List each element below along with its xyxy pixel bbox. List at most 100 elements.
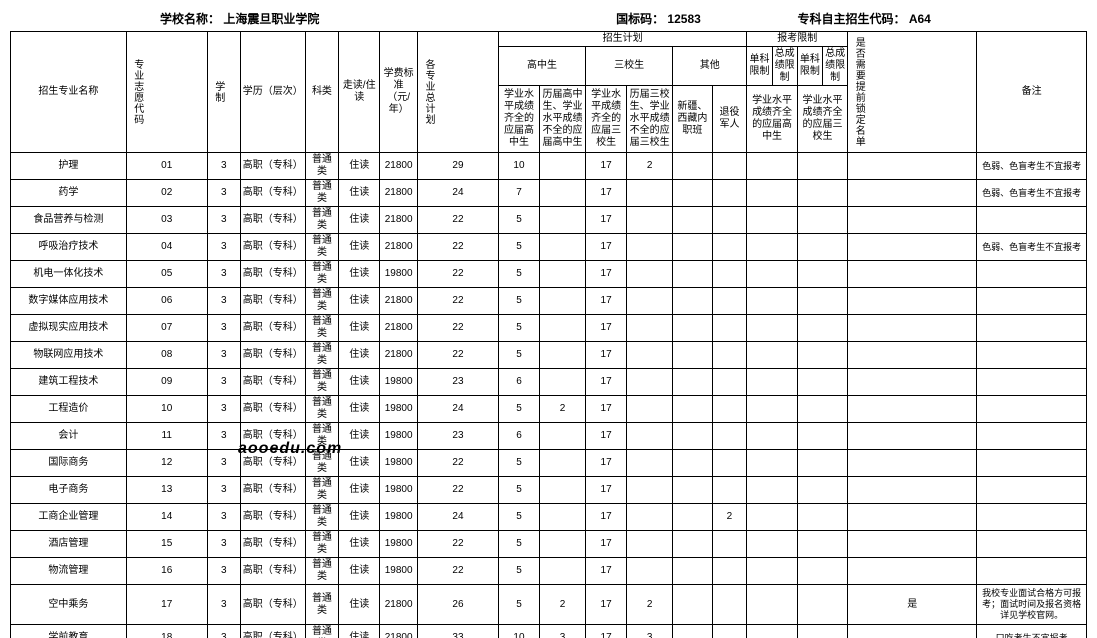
table-row: 学前教育183高职（专科）普通类住读2180033103173口吃考生不宜报考 [11,625,1087,638]
cell-lim-a [747,585,797,625]
cell-d [627,342,673,369]
cell-c: 17 [586,207,627,234]
cell-remark [977,531,1087,558]
cell-d: 2 [627,585,673,625]
cell-f [712,396,747,423]
cell-b [539,207,585,234]
cell-b [539,477,585,504]
cell-lv: 高职（专科） [240,585,305,625]
cell-tot: 26 [417,585,498,625]
cell-e [673,180,712,207]
cell-e [673,342,712,369]
cell-res: 住读 [339,477,380,504]
cell-tot: 29 [417,153,498,180]
cell-lim-b [797,396,847,423]
cell-a: 10 [498,153,539,180]
cell-d [627,207,673,234]
cell-a: 5 [498,234,539,261]
cell-lim-b [797,625,847,638]
cell-c: 17 [586,396,627,423]
cell-lim-b [797,315,847,342]
cell-c: 17 [586,234,627,261]
cell-e [673,207,712,234]
cell-cat: 普通类 [305,180,338,207]
cell-lim-b [797,369,847,396]
cell-name: 酒店管理 [11,531,127,558]
table-row: 工商企业管理143高职（专科）普通类住读19800245172 [11,504,1087,531]
cell-code: 10 [126,396,207,423]
cell-d [627,180,673,207]
cell-res: 住读 [339,396,380,423]
cell-res: 住读 [339,234,380,261]
cell-a: 5 [498,585,539,625]
cell-lim-a [747,450,797,477]
cell-c: 17 [586,342,627,369]
cell-name: 物流管理 [11,558,127,585]
cell-res: 住读 [339,369,380,396]
cell-d [627,261,673,288]
cell-e [673,531,712,558]
col-level: 学历（层次） [240,32,305,153]
cell-d [627,450,673,477]
cell-lim-b [797,450,847,477]
cell-lim-b [797,504,847,531]
cell-yr: 3 [207,558,240,585]
col-tuition: 学费标准（元/年） [380,32,418,153]
cell-remark [977,477,1087,504]
cell-name: 空中乘务 [11,585,127,625]
cell-d [627,558,673,585]
table-row: 虚拟现实应用技术073高职（专科）普通类住读2180022517 [11,315,1087,342]
cell-f [712,423,747,450]
cell-b: 2 [539,396,585,423]
col-total: 各专业总计划 [417,32,498,153]
cell-res: 住读 [339,261,380,288]
cell-a: 5 [498,450,539,477]
cell-remark [977,450,1087,477]
cell-yr: 3 [207,504,240,531]
cell-b [539,261,585,288]
cell-a: 5 [498,288,539,315]
cell-code: 16 [126,558,207,585]
self-label: 专科自主招生代码： [797,12,905,26]
cell-c: 17 [586,369,627,396]
cell-c: 17 [586,261,627,288]
cell-tot: 23 [417,369,498,396]
cell-res: 住读 [339,585,380,625]
col-hs-a: 学业水平成绩齐全的应届高中生 [498,86,539,153]
code: 12583 [667,12,700,26]
cell-res: 住读 [339,153,380,180]
cell-f [712,625,747,638]
cell-a: 5 [498,207,539,234]
cell-f [712,234,747,261]
cell-res: 住读 [339,531,380,558]
cell-lim-b [797,531,847,558]
cell-remark [977,288,1087,315]
cell-fee: 19800 [380,423,418,450]
cell-tot: 22 [417,234,498,261]
table-header: 招生专业名称 专业志愿代码 学制 学历（层次） 科类 走读/住读 学费标准（元/… [11,32,1087,153]
cell-lim-a [747,369,797,396]
table-row: 物流管理163高职（专科）普通类住读1980022517 [11,558,1087,585]
cell-tot: 22 [417,288,498,315]
cell-yr: 3 [207,369,240,396]
cell-lim-a [747,423,797,450]
cell-fee: 21800 [380,153,418,180]
cell-e [673,450,712,477]
table-row: 空中乘务173高职（专科）普通类住读218002652172是我校专业面试合格方… [11,585,1087,625]
cell-remark: 色弱、色盲考生不宜报考 [977,180,1087,207]
cell-remark: 色弱、色盲考生不宜报考 [977,234,1087,261]
cell-prelock [848,504,977,531]
cell-prelock [848,423,977,450]
cell-prelock [848,180,977,207]
cell-prelock [848,234,977,261]
col-plan-group: 招生计划 [498,32,746,47]
cell-cat: 普通类 [305,625,338,638]
cell-a: 5 [498,396,539,423]
cell-a: 5 [498,504,539,531]
cell-c: 17 [586,558,627,585]
cell-lv: 高职（专科） [240,261,305,288]
cell-res: 住读 [339,558,380,585]
cell-b [539,288,585,315]
cell-code: 12 [126,450,207,477]
col-lim-b: 总成绩限制 [772,47,797,86]
